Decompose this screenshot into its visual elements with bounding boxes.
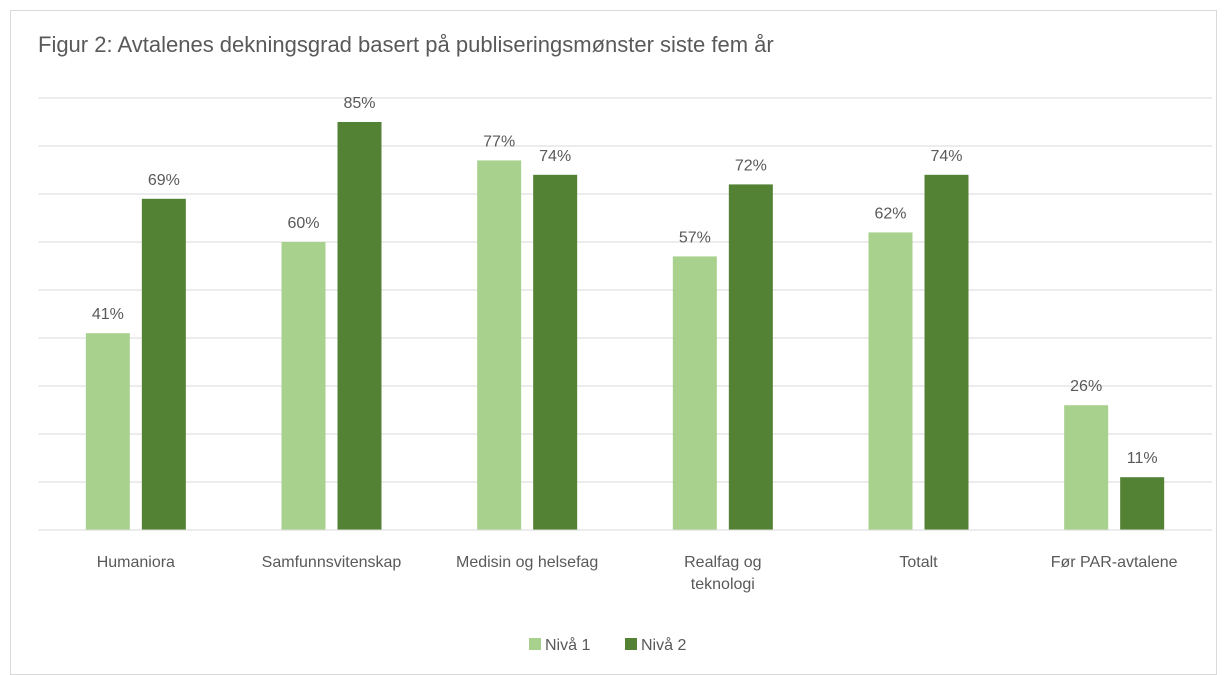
bar — [477, 160, 522, 530]
data-label: 85% — [343, 95, 375, 112]
bar — [533, 174, 578, 531]
x-tick-label: Medisin og helsefag — [456, 554, 599, 571]
data-label: 11% — [1127, 450, 1158, 467]
legend-swatch — [529, 638, 541, 650]
legend-label: Nivå 1 — [545, 636, 590, 654]
data-label: 72% — [735, 157, 767, 174]
x-tick-label: Totalt — [899, 554, 938, 571]
bar — [1064, 405, 1109, 530]
data-label: 69% — [148, 172, 180, 189]
data-label: 77% — [483, 133, 515, 150]
x-tick-label-box: Samfunnsvitenskap — [260, 552, 404, 574]
legend-swatch — [625, 638, 637, 650]
bar — [281, 242, 326, 530]
bar — [1120, 477, 1165, 530]
data-label: 62% — [874, 205, 906, 222]
x-tick-label: Samfunnsvitenskap — [261, 554, 402, 571]
data-label: 60% — [287, 215, 319, 232]
x-tick-label: Humaniora — [96, 554, 175, 571]
x-tick-label-box: Realfag og teknologi — [651, 552, 795, 596]
x-tick-label: Før PAR-avtalene — [1050, 554, 1178, 571]
x-tick-label-box: Totalt — [847, 552, 991, 574]
data-label: 26% — [1070, 378, 1102, 395]
x-tick-label-box: Medisin og helsefag — [455, 552, 599, 574]
chart-title: Figur 2: Avtalenes dekningsgrad basert p… — [38, 32, 774, 57]
legend-label: Nivå 2 — [641, 636, 686, 654]
chart-border — [10, 10, 1217, 675]
data-label: 74% — [930, 148, 962, 165]
bar — [337, 122, 382, 530]
bar — [141, 198, 186, 531]
bar — [924, 174, 969, 531]
bar — [672, 256, 717, 530]
x-tick-label-box: Humaniora — [64, 552, 208, 574]
bar — [728, 184, 773, 530]
bar — [85, 333, 130, 530]
data-label: 41% — [92, 306, 124, 323]
bar — [868, 232, 913, 530]
x-tick-label: Realfag og teknologi — [684, 554, 762, 593]
data-label: 57% — [679, 229, 711, 246]
x-tick-label-box: Før PAR-avtalene — [1042, 552, 1186, 574]
data-label: 74% — [539, 148, 571, 165]
